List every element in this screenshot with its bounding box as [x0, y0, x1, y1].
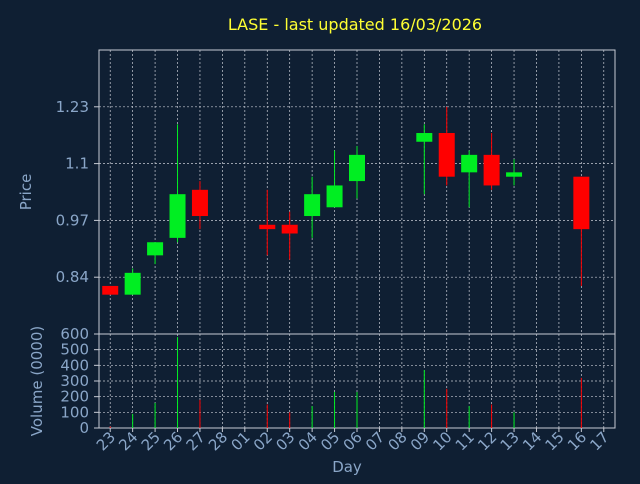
volume-tick-label: 400	[60, 356, 89, 374]
x-axis-label: Day	[332, 458, 362, 476]
price-tick-label: 0.97	[56, 211, 89, 229]
candle-body	[416, 133, 433, 142]
price-tick-label: 1.23	[56, 98, 89, 116]
candle-body	[573, 176, 590, 230]
candles	[102, 106, 590, 295]
volume-tick-label: 0	[79, 419, 89, 437]
volume-tick-label: 200	[60, 388, 89, 406]
candle-body	[281, 224, 298, 234]
candle-body	[124, 272, 141, 295]
candle-body	[349, 154, 365, 182]
x-tick-labels: 2324252627280102030405060708091011121314…	[93, 428, 613, 454]
price-tick-label: 0.84	[56, 268, 89, 286]
candle-body	[147, 242, 164, 256]
volume-bars	[109, 337, 582, 428]
price-axis-label: Price	[17, 174, 35, 211]
candle-body	[259, 224, 276, 230]
candle-body	[169, 194, 186, 238]
x-tick-label: 17	[586, 428, 612, 454]
candle-body	[438, 133, 455, 177]
price-tick-labels: 0.84 0.97 1.1 1.23	[56, 98, 99, 286]
candle-body	[506, 172, 523, 177]
chart-title: LASE - last updated 16/03/2026	[228, 15, 482, 34]
volume-axis-label: Volume (0000)	[28, 326, 46, 436]
candle-body	[483, 154, 500, 186]
price-tick-label: 1.1	[65, 155, 89, 173]
candle-body	[102, 285, 119, 295]
candle-body	[191, 189, 208, 217]
volume-tick-label: 300	[60, 372, 89, 390]
candle-body	[304, 194, 321, 217]
volume-tick-label: 100	[60, 403, 89, 421]
candle-body	[461, 154, 478, 173]
volume-tick-label: 600	[60, 325, 89, 343]
volume-tick-label: 500	[60, 341, 89, 359]
candle-body	[326, 185, 343, 208]
